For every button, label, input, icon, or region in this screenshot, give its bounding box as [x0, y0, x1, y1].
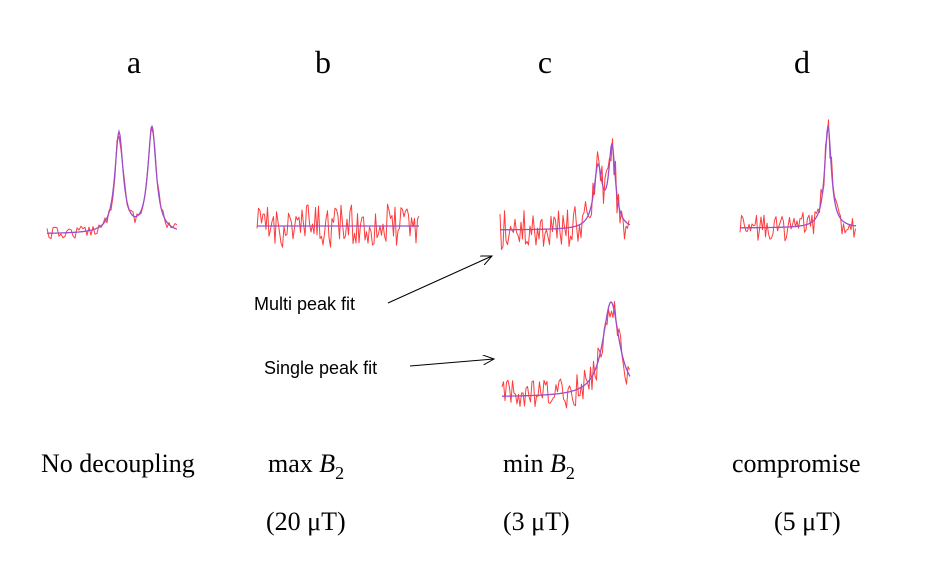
- panel-a-letter: a: [127, 44, 141, 80]
- spectrum-c-single-data: [501, 301, 630, 409]
- field-c: (3 μT): [503, 507, 570, 536]
- multi-peak-fit-arrow: [387, 256, 492, 304]
- caption-c: min B2: [503, 449, 575, 483]
- caption-c-prefix: min: [503, 449, 550, 478]
- field-d: (5 μT): [774, 507, 841, 536]
- spectrum-c-single: [501, 301, 631, 409]
- caption-b: max B2: [268, 449, 344, 483]
- spectrum-d-data: [739, 119, 856, 242]
- field-b: (20 μT): [266, 507, 346, 536]
- panel-c-letter: c: [538, 44, 552, 80]
- spectrum-d: [739, 119, 857, 242]
- spectrum-a-fit: [47, 125, 178, 234]
- single-peak-fit-arrow: [409, 359, 494, 367]
- caption-d: compromise: [732, 449, 861, 478]
- spectrum-c-multi-data: [499, 138, 630, 250]
- spectrum-a: [46, 125, 178, 240]
- single-peak-fit-label: Single peak fit: [264, 358, 377, 378]
- caption-b-prefix: max: [268, 449, 319, 478]
- multi-peak-fit-label: Multi peak fit: [254, 294, 355, 314]
- spectrum-c-single-fit: [502, 301, 631, 397]
- panel-d-letter: d: [794, 44, 810, 80]
- panel-b-letter: b: [315, 44, 331, 80]
- caption-b-sub: 2: [335, 463, 344, 483]
- spectrum-d-fit: [740, 125, 857, 229]
- caption-a: No decoupling: [41, 449, 195, 478]
- caption-c-sub: 2: [566, 463, 575, 483]
- caption-c-var: B: [550, 449, 566, 478]
- caption-b-var: B: [319, 449, 335, 478]
- spectrum-b: [256, 203, 420, 248]
- spectrum-c-multi: [499, 138, 631, 250]
- spectrum-c-multi-fit: [500, 143, 631, 231]
